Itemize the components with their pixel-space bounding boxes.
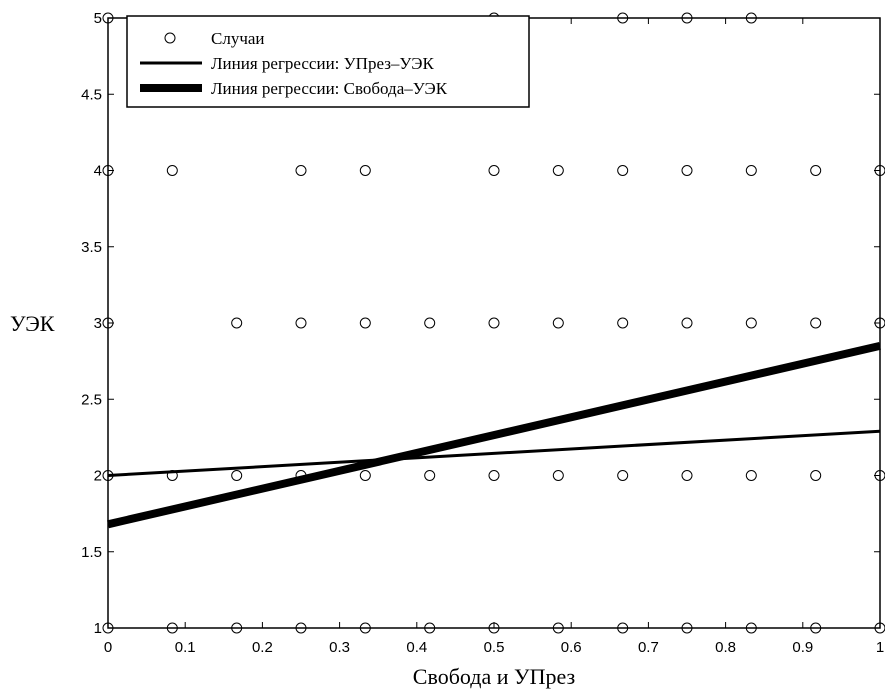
plot-frame [107,17,881,629]
legend-label: Случаи [211,29,265,48]
data-point [810,317,822,329]
data-point [681,317,693,329]
data-point [488,622,500,634]
data-point [552,165,564,176]
x-tick-label: 0.4 [406,639,427,656]
data-point [745,317,757,329]
data-point [231,470,243,481]
data-points [102,12,885,634]
data-point [745,12,757,24]
data-point [359,470,371,481]
data-point [295,317,307,329]
data-point [359,622,371,634]
y-tick-label: 2.5 [81,391,102,408]
data-point [424,317,436,329]
data-point [617,622,629,634]
y-axis: 1 1.5 2 2.5 3 3.5 4 4.5 5 [81,10,880,637]
data-point [874,165,885,176]
plot-area: 0 0.1 0.2 0.3 0.4 0.5 0.6 0.7 0.8 0.9 1 1 1.5 2 2.5 3 3… [81,10,885,656]
data-point [166,622,178,634]
data-point [552,317,564,329]
y-tick-label: 1 [94,620,102,637]
y-axis-title: УЭК [10,311,55,336]
y-tick-label: 3.5 [81,239,102,256]
data-point [295,622,307,634]
data-point [681,165,693,176]
legend: Случаи Линия регрессии: УПрез–УЭК Линия ре… [126,15,530,108]
data-point [295,165,307,176]
regression-lines [107,341,881,529]
data-point [810,165,822,176]
data-point [874,470,885,481]
data-point [102,317,114,329]
regression-line-thin [107,429,881,477]
x-tick-label: 0.3 [329,639,350,656]
data-point [102,165,114,176]
y-tick-label: 5 [94,10,102,27]
legend-label: Линия регрессии: УПрез–УЭК [211,54,434,73]
data-point [681,470,693,481]
y-tick-label: 3 [94,315,102,332]
x-tick-label: 0.1 [175,639,196,656]
data-point [681,12,693,24]
data-point [102,622,114,634]
data-point [810,470,822,481]
data-point [874,622,885,634]
data-point [488,165,500,176]
y-tick-label: 4.5 [81,86,102,103]
data-point [424,470,436,481]
x-tick-label: 0.9 [792,639,813,656]
data-point [617,12,629,24]
x-tick-label: 0.2 [252,639,273,656]
x-tick-label: 0.7 [638,639,659,656]
x-tick-label: 0.8 [715,639,736,656]
data-point [488,317,500,329]
data-point [681,622,693,634]
data-point [745,165,757,176]
data-point [359,317,371,329]
x-tick-label: 0.6 [561,639,582,656]
regression-line-thick [107,341,881,529]
x-tick-label: 1 [876,639,884,656]
data-point [617,470,629,481]
x-axis-title: Свобода и УПрез [413,664,575,689]
data-point [874,317,885,329]
x-tick-label: 0 [104,639,112,656]
legend-marker-circle [164,32,176,44]
data-point [617,165,629,176]
data-point [166,165,178,176]
legend-label: Линия регрессии: Свобода–УЭК [211,79,448,98]
data-point [552,470,564,481]
data-point [424,622,436,634]
y-tick-label: 1.5 [81,544,102,561]
data-point [231,317,243,329]
y-tick-label: 2 [94,468,102,485]
y-tick-label: 4 [94,163,102,180]
data-point [810,622,822,634]
data-point [231,622,243,634]
data-point [359,165,371,176]
data-point [488,470,500,481]
data-point [745,470,757,481]
data-point [102,12,114,24]
data-point [617,317,629,329]
x-tick-label: 0.5 [484,639,505,656]
data-point [745,622,757,634]
data-point [552,622,564,634]
